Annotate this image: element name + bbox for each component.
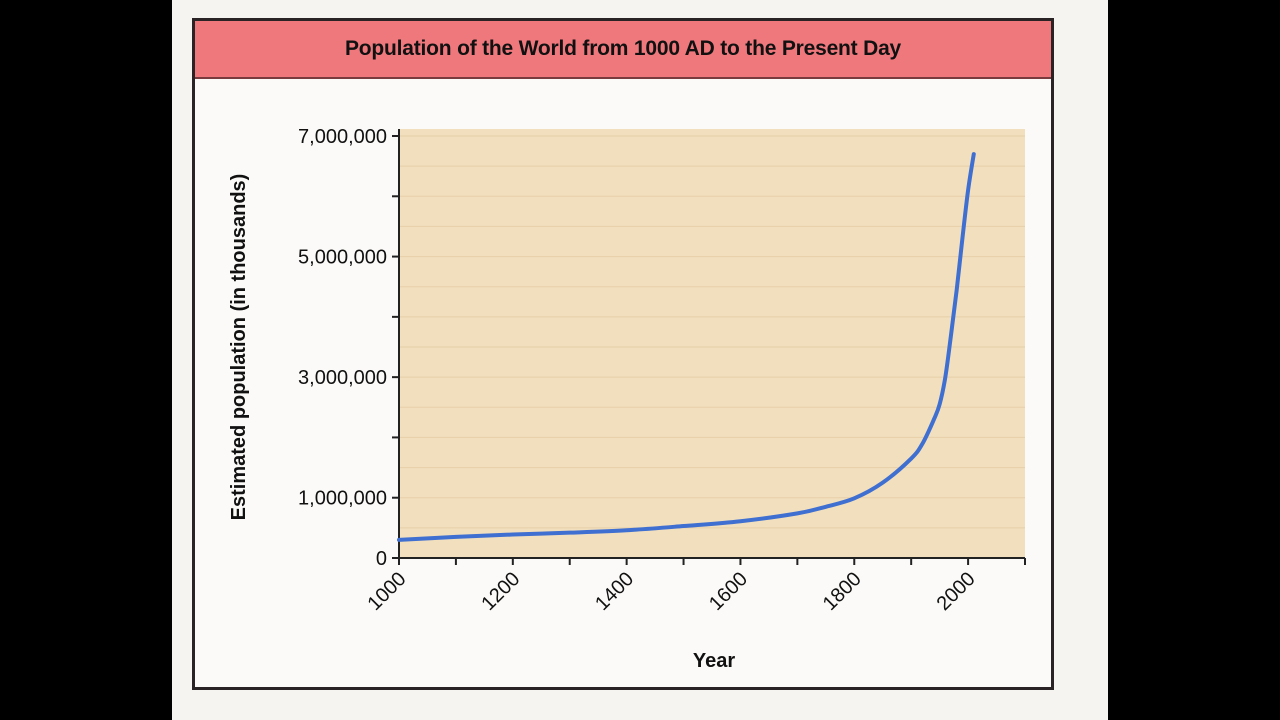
chart-canvas: 0 1,000,000 3,000,000 5,000,000 7,000,000 100… bbox=[228, 126, 1026, 672]
y-tick-label: 7,000,000 bbox=[298, 126, 387, 148]
x-tick-label: 1000 bbox=[364, 568, 411, 615]
series-line-world-population bbox=[397, 152, 976, 542]
y-tick-label: 0 bbox=[376, 548, 387, 570]
y-tick-label: 1,000,000 bbox=[298, 488, 387, 510]
series-layer bbox=[397, 152, 976, 542]
x-tick-label: 1600 bbox=[705, 568, 752, 615]
grid bbox=[399, 135, 1025, 529]
y-tick-label: 5,000,000 bbox=[298, 247, 387, 269]
y-axis-title: Estimated population (in thousands) bbox=[228, 174, 250, 521]
x-tick-label: 1200 bbox=[477, 568, 524, 615]
chart-title: Population of the World from 1000 AD to … bbox=[344, 37, 902, 60]
title-bar: Population of the World from 1000 AD to … bbox=[195, 21, 1051, 79]
chart-frame: Population of the World from 1000 AD to … bbox=[192, 18, 1054, 690]
x-tick-label: 1400 bbox=[591, 568, 638, 615]
x-tick-label: 2000 bbox=[933, 568, 980, 615]
y-tick-label: 3,000,000 bbox=[298, 367, 387, 389]
plot-area bbox=[399, 129, 1025, 558]
x-tick-label: 1800 bbox=[819, 568, 866, 615]
x-axis-title: Year bbox=[693, 650, 735, 672]
